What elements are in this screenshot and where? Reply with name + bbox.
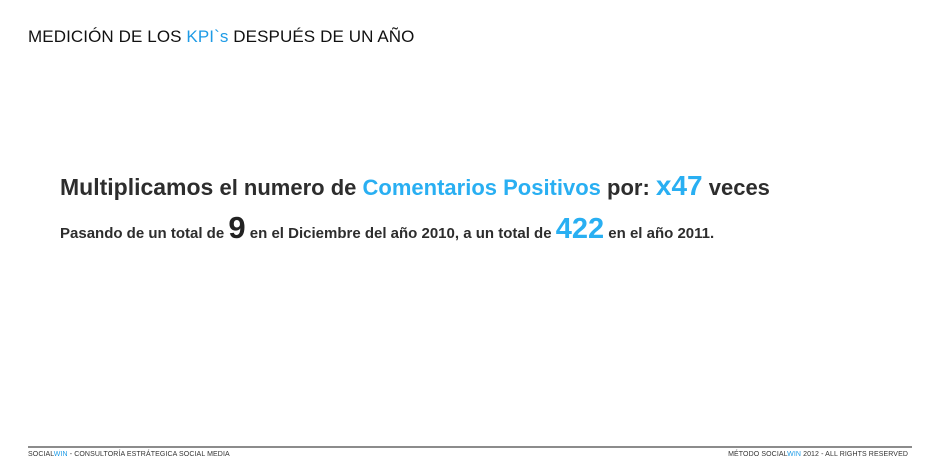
headline-word1: Multiplicamos: [60, 174, 214, 200]
headline: Multiplicamos el numero de Comentarios P…: [60, 170, 770, 202]
subline: Pasando de un total de 9 en el Diciembre…: [60, 210, 714, 246]
subline-value-start: 9: [228, 210, 246, 245]
footer-right-prefix: MÉTODO: [728, 451, 762, 458]
headline-multiplier: x47: [655, 170, 703, 201]
footer-left-brand-a: SOCIAL: [28, 451, 54, 458]
headline-part2: por:: [600, 175, 656, 200]
subline-value-end: 422: [555, 213, 605, 245]
subline-part2: en el Diciembre del año 2010, a un total…: [245, 225, 556, 242]
footer-left-text: - CONSULTORÍA ESTRÁTEGICA SOCIAL MEDIA: [67, 451, 230, 458]
slide-title-highlight: KPI`s: [186, 27, 229, 46]
footer-left-brand-b: WIN: [53, 451, 68, 458]
footer-right: MÉTODO SOCIALWIN 2012 - ALL RIGHTS RESER…: [728, 451, 908, 458]
slide-title: MEDICIÓN DE LOS KPI`s DESPUÉS DE UN AÑO: [28, 27, 414, 47]
footer-right-text: 2012 - ALL RIGHTS RESERVED: [801, 451, 908, 458]
footer-divider: [28, 446, 912, 448]
headline-highlight: Comentarios Positivos: [362, 175, 601, 200]
subline-part3: en el año 2011.: [604, 225, 715, 242]
footer-right-brand-a: SOCIAL: [761, 451, 788, 458]
footer-left: SOCIALWIN - CONSULTORÍA ESTRÁTEGICA SOCI…: [28, 451, 230, 458]
subline-part1: Pasando de un total de: [60, 225, 229, 242]
headline-part3: veces: [702, 175, 770, 200]
headline-part1: el numero de: [213, 175, 363, 200]
footer-right-brand-b: WIN: [787, 451, 802, 458]
slide-title-part1: MEDICIÓN DE LOS: [28, 27, 187, 46]
slide-title-part2: DESPUÉS DE UN AÑO: [228, 27, 415, 46]
